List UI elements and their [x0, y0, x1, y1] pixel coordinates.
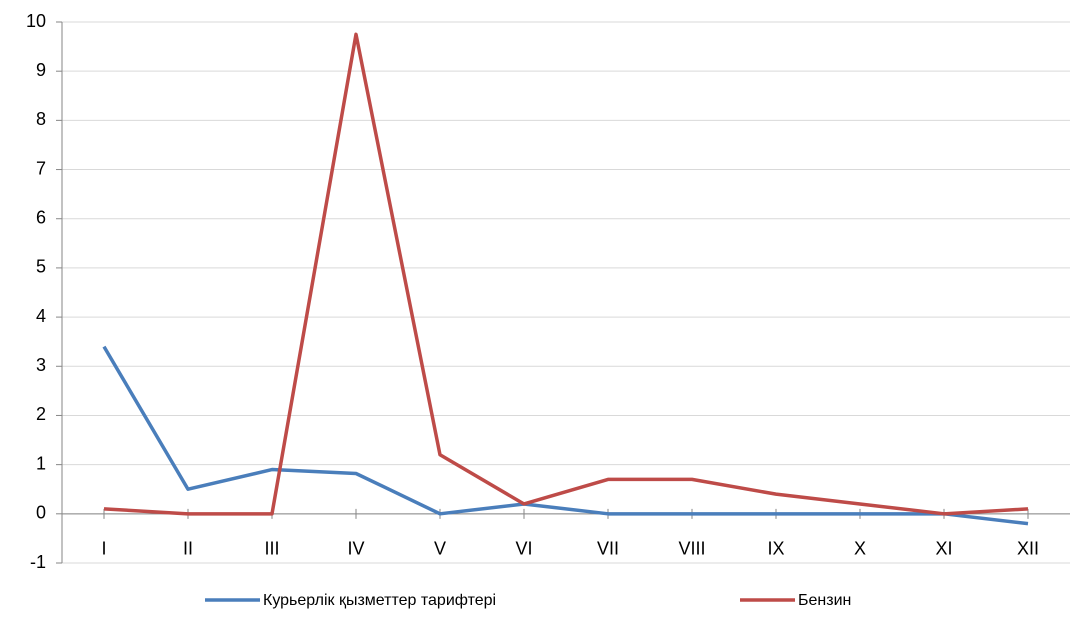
legend: Курьерлік қызметтер тарифтері Бензин [205, 592, 851, 609]
y-tick-label: 10 [26, 11, 46, 31]
y-tick-label: 1 [36, 453, 46, 473]
series-line [103, 32, 1029, 516]
y-tick-label: 5 [36, 257, 46, 277]
y-tick-label: 2 [36, 404, 46, 424]
x-tick-label: I [101, 539, 106, 559]
x-tick-label: XI [935, 539, 952, 559]
y-tick-label: 7 [36, 158, 46, 178]
legend-label: Курьерлік қызметтер тарифтері [263, 592, 496, 609]
y-tick-label: -1 [30, 552, 46, 572]
y-tick-label: 9 [36, 60, 46, 80]
x-tick-label: VII [597, 539, 619, 559]
x-tick-label: XII [1017, 539, 1039, 559]
x-tick-label: IX [767, 539, 784, 559]
x-tick-label: II [183, 539, 193, 559]
series-line [102, 345, 1029, 526]
y-tick-label: 4 [36, 306, 46, 326]
x-tick-label: V [434, 539, 446, 559]
x-tick-label: VI [515, 539, 532, 559]
x-tick-label: III [264, 539, 279, 559]
y-tick-label: 8 [36, 109, 46, 129]
x-tick-label: IV [347, 539, 364, 559]
y-tick-label: 3 [36, 355, 46, 375]
legend-label: Бензин [798, 592, 851, 609]
y-tick-label: 6 [36, 207, 46, 227]
x-tick-label: VIII [678, 539, 705, 559]
x-tick-label: X [854, 539, 866, 559]
y-tick-label: 0 [36, 503, 46, 523]
